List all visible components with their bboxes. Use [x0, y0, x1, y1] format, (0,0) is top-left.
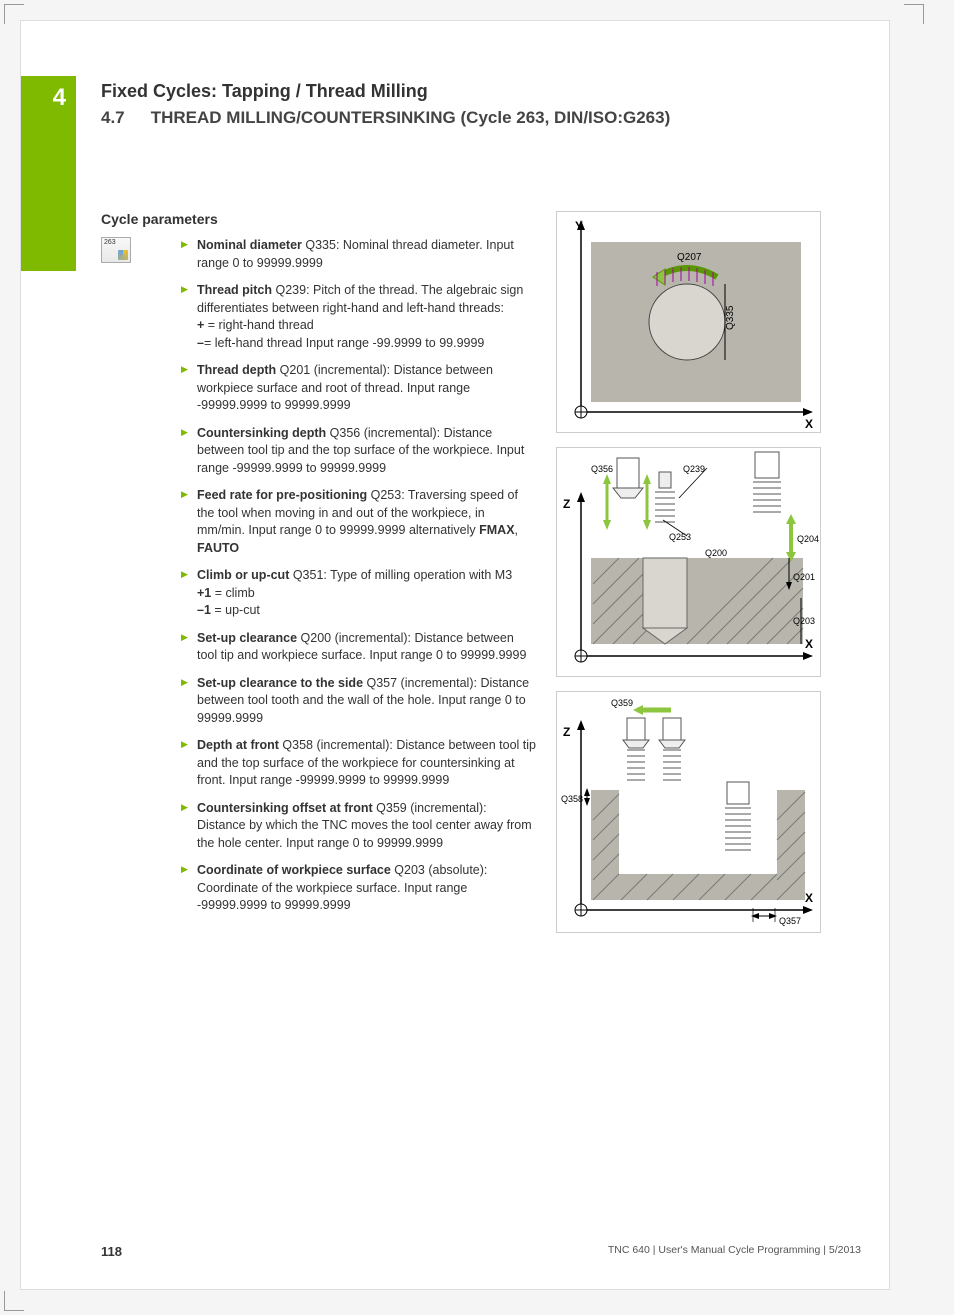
chapter-tab: 4 [21, 76, 76, 271]
left-column: Cycle parameters 263 Nominal diameter Q3… [101, 211, 536, 947]
q359-label: Q359 [611, 698, 633, 708]
q201-label: Q201 [793, 572, 815, 582]
axis-x-label: X [805, 637, 813, 651]
content-area: Cycle parameters 263 Nominal diameter Q3… [101, 211, 861, 947]
axis-z-label: Z [563, 497, 570, 511]
q357-label: Q357 [779, 916, 801, 926]
diagram-top-view: Y X Q335 [556, 211, 821, 433]
parameter-list: Nominal diameter Q335: Nominal thread di… [181, 237, 536, 915]
section-number: 4.7 [101, 108, 146, 128]
page: 4 Fixed Cycles: Tapping / Thread Milling… [20, 20, 890, 1290]
page-number: 118 [101, 1244, 122, 1259]
parameter-item: Thread pitch Q239: Pitch of the thread. … [181, 282, 536, 352]
section-title-text: THREAD MILLING/COUNTERSINKING (Cycle 263… [151, 108, 671, 127]
diagram-side-view-2: Z X [556, 691, 821, 933]
title-block: Fixed Cycles: Tapping / Thread Milling 4… [101, 81, 861, 128]
parameter-item: Countersinking offset at front Q359 (inc… [181, 800, 536, 853]
chapter-title: Fixed Cycles: Tapping / Thread Milling [101, 81, 861, 102]
q203-label: Q203 [793, 616, 815, 626]
section-title: 4.7 THREAD MILLING/COUNTERSINKING (Cycle… [101, 108, 861, 128]
parameter-item: Thread depth Q201 (incremental): Distanc… [181, 362, 536, 415]
chapter-number: 4 [53, 84, 66, 111]
cycle-icon-label: 263 [104, 239, 116, 246]
axis-z-label: Z [563, 725, 570, 739]
parameter-item: Nominal diameter Q335: Nominal thread di… [181, 237, 536, 272]
q358-label: Q358 [561, 794, 583, 804]
parameter-item: Set-up clearance to the side Q357 (incre… [181, 675, 536, 728]
axis-x-label: X [805, 891, 813, 905]
q356-label: Q356 [591, 464, 613, 474]
right-column: Y X Q335 [556, 211, 831, 947]
parameter-item: Set-up clearance Q200 (incremental): Dis… [181, 630, 536, 665]
q207-label: Q207 [677, 252, 702, 263]
subheading: Cycle parameters [101, 211, 536, 227]
q239-label: Q239 [683, 464, 705, 474]
parameter-item: Climb or up-cut Q351: Type of milling op… [181, 567, 536, 620]
parameter-item: Feed rate for pre-positioning Q253: Trav… [181, 487, 536, 557]
cycle-icon: 263 [101, 237, 131, 263]
diagram-side-view-1: Z X [556, 447, 821, 677]
q253-label: Q253 [669, 532, 691, 542]
parameter-item: Coordinate of workpiece surface Q203 (ab… [181, 862, 536, 915]
q335-label: Q335 [725, 305, 736, 330]
q200-label: Q200 [705, 548, 727, 558]
q204-label: Q204 [797, 534, 819, 544]
axis-x-label: X [805, 417, 813, 431]
parameter-item: Countersinking depth Q356 (incremental):… [181, 425, 536, 478]
page-footer: 118 TNC 640 | User's Manual Cycle Progra… [101, 1244, 861, 1259]
footer-text: TNC 640 | User's Manual Cycle Programmin… [608, 1244, 861, 1259]
parameter-item: Depth at front Q358 (incremental): Dista… [181, 737, 536, 790]
